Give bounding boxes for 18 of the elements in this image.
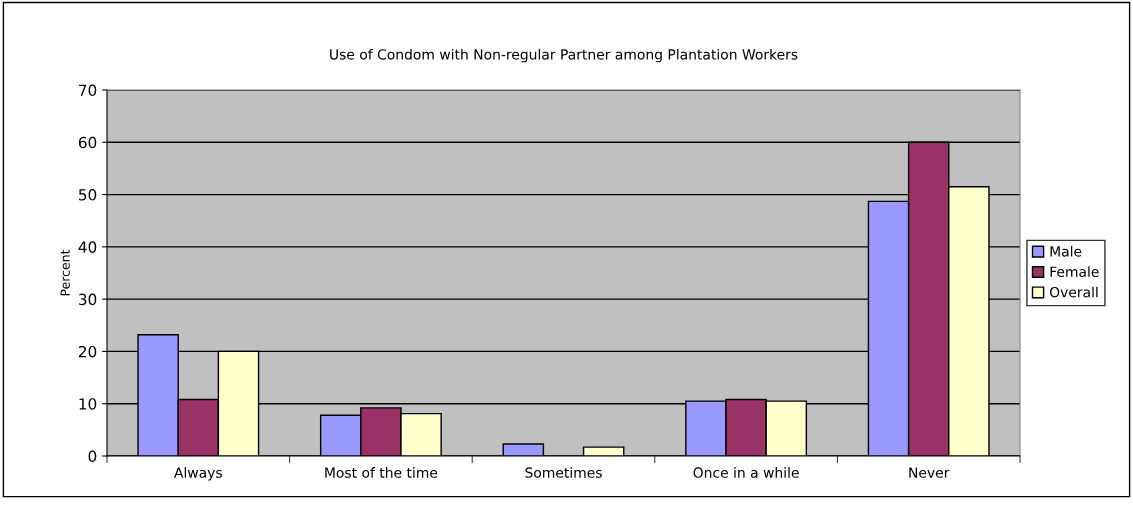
y-tick-label: 70	[79, 84, 97, 97]
x-tick-label: Once in a while	[693, 467, 799, 478]
y-tick-label: 60	[78, 136, 97, 149]
y-tick-label: 20	[78, 345, 97, 358]
y-axis-title: Percent	[60, 249, 70, 296]
x-tick-label: Most of the time	[325, 467, 438, 478]
x-tick-label: Never	[909, 467, 950, 478]
x-tick-label: Sometimes	[525, 467, 602, 478]
y-tick-label: 0	[88, 450, 97, 463]
legend-label: Female	[1050, 266, 1099, 278]
y-tick-label: 40	[78, 241, 97, 253]
y-tick-label: 50	[79, 189, 97, 201]
x-tick-label: Always	[174, 467, 222, 481]
y-tick-label: 10	[79, 398, 97, 410]
legend-label: Overall	[1049, 286, 1098, 298]
y-tick-label: 30	[79, 293, 97, 306]
chart-title: Use of Condom with Non-regular Partner among Plantation Workers	[330, 48, 798, 63]
legend-label: Male	[1050, 245, 1082, 257]
